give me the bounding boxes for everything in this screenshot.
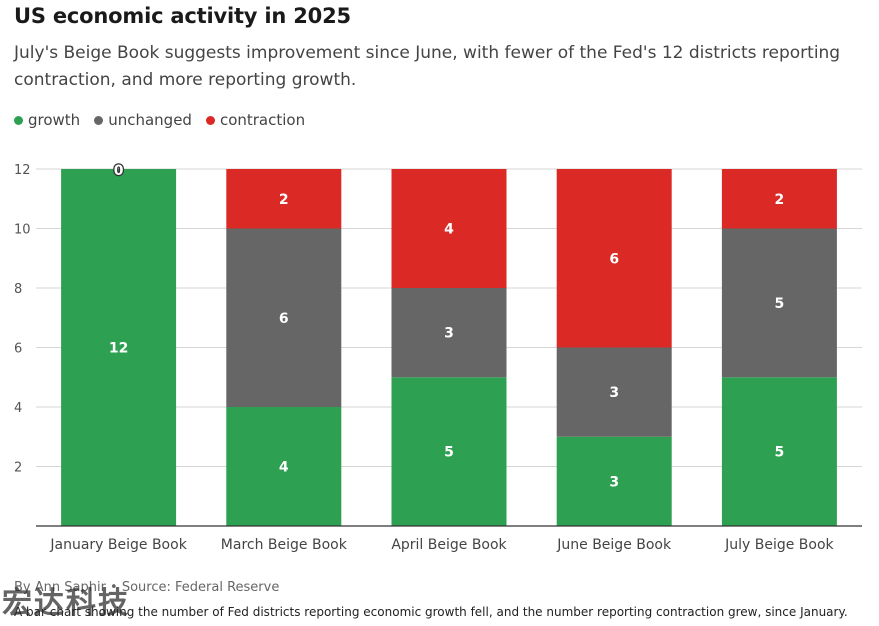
chart-caption: A bar chart showing the number of Fed di… bbox=[14, 605, 848, 619]
chart-title: US economic activity in 2025 bbox=[14, 4, 351, 28]
stacked-bar-chart: 2 4 6 8 10 12 12 0 January Beige Book 4 6 2 March Be… bbox=[14, 162, 862, 553]
y-tick-label: 10 bbox=[14, 223, 31, 238]
legend-swatch-contraction bbox=[205, 115, 215, 125]
y-tick-label: 8 bbox=[14, 282, 22, 297]
data-label-growth: 12 bbox=[109, 341, 128, 357]
y-tick-label: 4 bbox=[14, 401, 22, 416]
bar-contraction-2 bbox=[226, 169, 342, 229]
bar-growth-1 bbox=[61, 169, 177, 526]
y-tick-label: 12 bbox=[14, 163, 31, 178]
x-category-label: January Beige Book bbox=[49, 537, 187, 553]
byline: By Ann Saphir • Source: Federal Reserve bbox=[14, 580, 280, 595]
bar-growth-5 bbox=[721, 377, 837, 526]
bar-unchanged-4 bbox=[556, 347, 672, 437]
bar-unchanged-3 bbox=[391, 288, 507, 378]
y-tick-label: 2 bbox=[14, 461, 22, 476]
data-label-growth: 5 bbox=[775, 445, 785, 461]
data-label-contraction: 2 bbox=[279, 192, 289, 208]
bar-contraction-3 bbox=[391, 169, 507, 288]
y-tick-label: 6 bbox=[14, 342, 22, 357]
data-label-contraction: 4 bbox=[444, 222, 454, 238]
data-label-unchanged: 5 bbox=[775, 296, 785, 312]
chart-subtitle: July's Beige Book suggests improvement s… bbox=[14, 43, 841, 90]
data-label-zero: 0 bbox=[114, 163, 124, 179]
data-label-contraction: 6 bbox=[609, 251, 619, 267]
data-label-growth: 5 bbox=[444, 445, 454, 461]
data-label-contraction: 2 bbox=[775, 192, 785, 208]
legend-item-contraction: contraction bbox=[205, 111, 306, 129]
bar-growth-2 bbox=[226, 407, 342, 526]
bar-unchanged-2 bbox=[226, 228, 342, 407]
data-label-unchanged: 6 bbox=[279, 311, 289, 327]
chart-legend: growth unchanged contraction bbox=[14, 111, 305, 129]
watermark-logo: 宏达科技 bbox=[2, 586, 130, 621]
data-label-growth: 3 bbox=[609, 474, 619, 490]
bar-contraction-5 bbox=[721, 169, 837, 229]
bar-unchanged-5 bbox=[721, 228, 837, 378]
data-label-unchanged: 3 bbox=[444, 326, 454, 342]
x-category-label: July Beige Book bbox=[724, 537, 834, 553]
legend-item-growth: growth bbox=[14, 111, 80, 129]
x-category-label: April Beige Book bbox=[391, 537, 507, 553]
data-label-growth: 4 bbox=[279, 460, 289, 476]
legend-swatch-unchanged bbox=[94, 115, 104, 125]
bar-growth-3 bbox=[391, 377, 507, 526]
bar-growth-4 bbox=[556, 436, 672, 526]
legend-item-unchanged: unchanged bbox=[94, 111, 192, 129]
x-category-label: March Beige Book bbox=[221, 537, 348, 553]
legend-swatch-growth bbox=[14, 115, 23, 125]
data-label-unchanged: 3 bbox=[609, 385, 619, 401]
legend-label-growth: growth bbox=[28, 111, 81, 129]
legend-label-unchanged: unchanged bbox=[108, 111, 192, 129]
x-category-label: June Beige Book bbox=[556, 537, 672, 553]
legend-label-contraction: contraction bbox=[219, 111, 306, 129]
bar-contraction-4 bbox=[556, 169, 672, 348]
